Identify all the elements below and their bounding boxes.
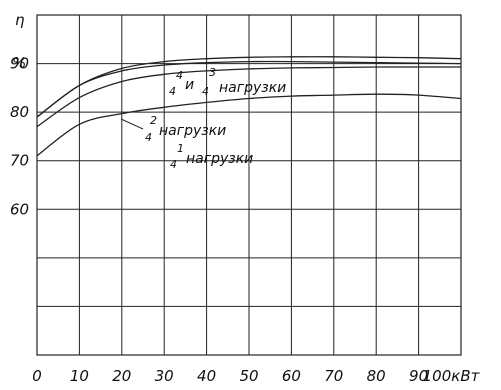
annotation-low: 1 4 нагрузки xyxy=(170,142,253,171)
y-tick-label: 60 xyxy=(10,200,29,218)
x-tick-label: 20 xyxy=(112,367,131,385)
series-lines xyxy=(36,56,462,157)
x-tick-label: 50 xyxy=(239,367,258,385)
y-axis-unit: % xyxy=(12,54,26,72)
annotation-top-num-bottom: 4 xyxy=(169,85,176,98)
x-tick-label: 100кВт xyxy=(423,367,481,385)
y-axis-label: η xyxy=(15,11,25,29)
x-tick-label: 10 xyxy=(70,367,89,385)
annotation-low-num-top: 1 xyxy=(177,142,184,155)
x-tick-label: 40 xyxy=(197,367,216,385)
y-tick-label: 90 xyxy=(10,55,29,73)
annotation-top-num-top: 4 xyxy=(176,69,183,82)
x-tick-label: 0 xyxy=(32,367,42,385)
annotation-top-text: нагрузки xyxy=(219,80,286,96)
annotation-top-num2-top: 3 xyxy=(209,66,216,79)
series-line-full_and_three_quarter xyxy=(36,56,462,118)
grid xyxy=(36,14,462,356)
annotation-top-num2-bottom: 4 xyxy=(202,85,209,98)
y-tick-label: 80 xyxy=(10,103,29,121)
annotation-mid: 2 4 нагрузки xyxy=(120,114,226,144)
x-tick-label: 90 xyxy=(409,367,428,385)
annotation-low-text: нагрузки xyxy=(186,151,253,167)
series-line-quarter_load xyxy=(36,93,462,157)
annotation-mid-leader xyxy=(120,118,144,130)
series-line-three_quarter_lower xyxy=(36,60,462,118)
x-tick-label: 70 xyxy=(324,367,343,385)
x-tick-label: 30 xyxy=(155,367,174,385)
annotation-top-conj: и xyxy=(185,77,194,93)
x-tick-label: 80 xyxy=(367,367,386,385)
series-line-half_load xyxy=(36,66,461,128)
annotation-top: 4 4 и 3 4 нагрузки xyxy=(169,66,286,98)
annotation-mid-num-top: 2 xyxy=(150,114,157,127)
annotation-low-num-bottom: 4 xyxy=(170,158,177,171)
annotation-mid-text: нагрузки xyxy=(159,123,226,139)
x-tick-label: 60 xyxy=(282,367,301,385)
annotation-mid-num-bottom: 4 xyxy=(145,131,152,144)
y-tick-label: 70 xyxy=(10,152,29,170)
